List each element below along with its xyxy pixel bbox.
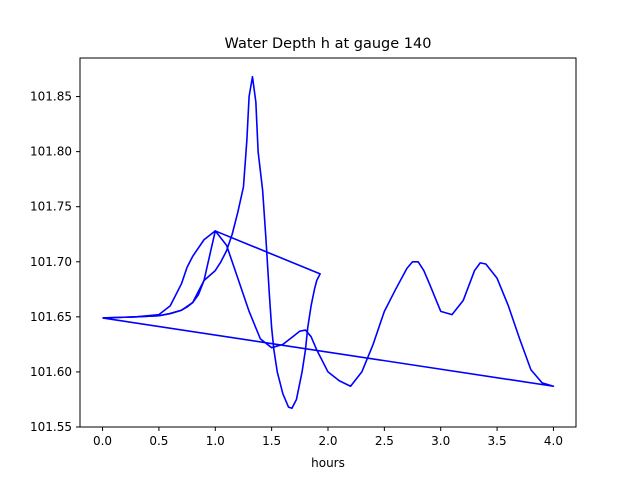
plot-frame <box>79 57 577 428</box>
x-tick-label: 0.5 <box>149 434 168 448</box>
y-tick-label: 101.75 <box>30 200 72 214</box>
x-tick-label: 3.5 <box>488 434 507 448</box>
x-tick-label: 1.0 <box>206 434 225 448</box>
y-tick-label: 101.70 <box>30 255 72 269</box>
x-tick-label: 4.0 <box>544 434 563 448</box>
y-tick-label: 101.65 <box>30 310 72 324</box>
x-tick-label: 1.5 <box>262 434 281 448</box>
x-axis: 0.0 0.5 1.0 1.5 2.0 2.5 3.0 3.5 4.0 <box>93 427 563 448</box>
y-axis: 101.55 101.60 101.65 101.70 101.75 101.80 101.… <box>30 90 80 434</box>
plot-area <box>102 75 555 410</box>
chart-title: Water Depth h at gauge 140 <box>225 36 432 52</box>
y-tick-label: 101.60 <box>30 365 72 379</box>
x-tick-label: 2.5 <box>375 434 394 448</box>
y-tick-label: 101.55 <box>30 420 72 434</box>
x-tick-label: 3.0 <box>431 434 450 448</box>
y-tick-label: 101.85 <box>30 90 72 104</box>
x-tick-label: 2.0 <box>318 434 337 448</box>
y-tick-label: 101.80 <box>30 145 72 159</box>
x-axis-label: hours <box>311 456 345 470</box>
series-line-2 <box>102 230 555 388</box>
x-tick-label: 0.0 <box>93 434 112 448</box>
